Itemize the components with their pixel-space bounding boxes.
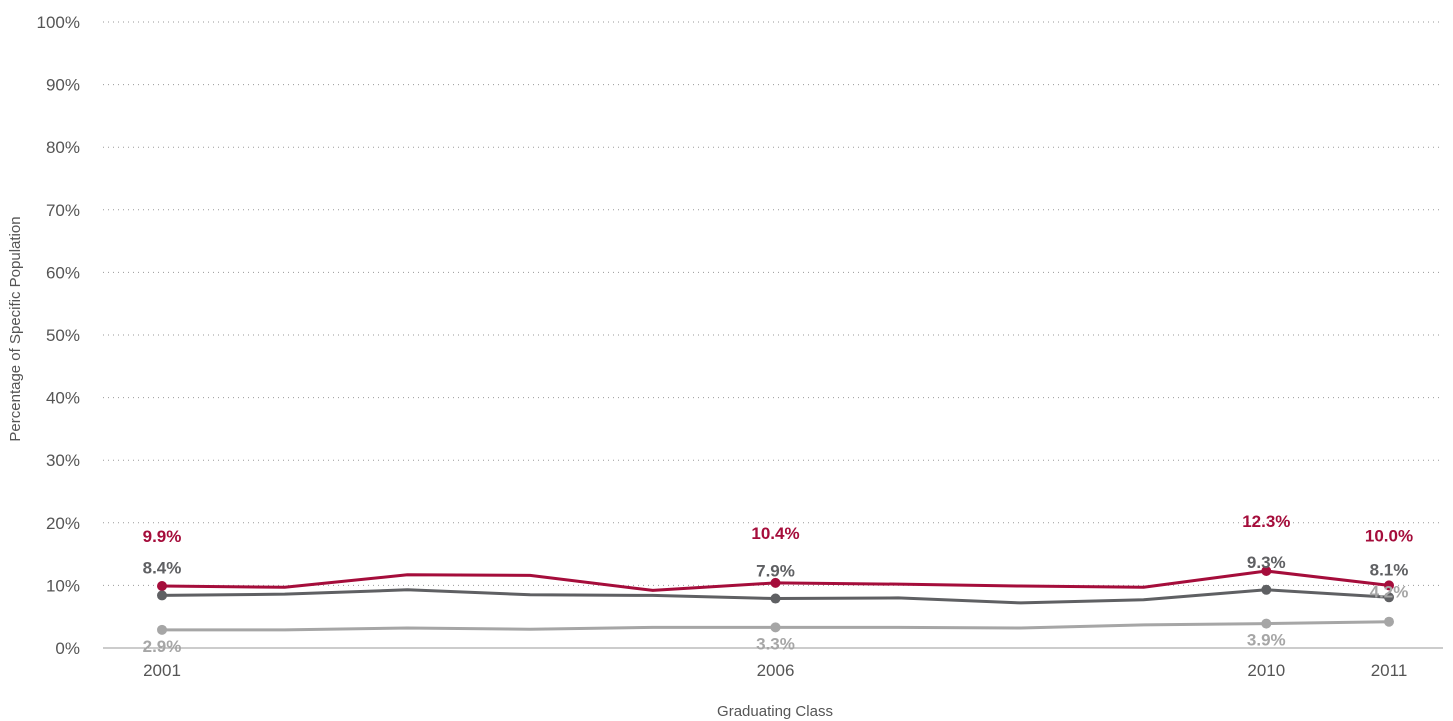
data-point bbox=[770, 577, 781, 588]
y-tick-label: 10% bbox=[46, 576, 80, 595]
data-point bbox=[1261, 618, 1272, 629]
data-label: 8.4% bbox=[143, 558, 182, 577]
data-label: 4.2% bbox=[1370, 583, 1409, 602]
gridlines bbox=[103, 21, 1443, 649]
data-label: 9.3% bbox=[1247, 553, 1286, 572]
data-point bbox=[1384, 580, 1394, 591]
data-point bbox=[1261, 566, 1272, 577]
series-lines bbox=[157, 566, 1394, 635]
x-axis-ticks: 2001 2006 2010 2011 bbox=[143, 661, 1407, 680]
y-tick-label: 100% bbox=[37, 13, 80, 32]
data-label: 2.9% bbox=[143, 637, 182, 656]
y-tick-label: 90% bbox=[46, 76, 80, 95]
y-tick-label: 70% bbox=[46, 201, 80, 220]
data-label: 9.9% bbox=[143, 527, 182, 546]
x-axis-title: Graduating Class bbox=[717, 703, 833, 720]
data-label: 3.9% bbox=[1247, 631, 1286, 650]
y-tick-label: 40% bbox=[46, 389, 80, 408]
data-label: 7.9% bbox=[756, 562, 795, 581]
data-point bbox=[770, 593, 781, 604]
data-point bbox=[770, 622, 781, 633]
data-label: 8.1% bbox=[1370, 560, 1409, 579]
data-label: 10.4% bbox=[751, 524, 799, 543]
data-labels: 9.9% 10.4% 12.3% 10.0% 8.4% 7.9% 9.3% 8.1% 2.9% 3… bbox=[143, 512, 1413, 656]
y-axis-ticks: 0% 10% 20% 30% 40% 50% 60% 70% 80% 90% 100% bbox=[37, 13, 80, 658]
data-point bbox=[1384, 616, 1394, 627]
y-tick-label: 80% bbox=[46, 138, 80, 157]
data-point bbox=[1261, 584, 1272, 595]
data-point bbox=[157, 590, 167, 601]
x-tick-label: 2011 bbox=[1371, 661, 1408, 680]
y-tick-label: 0% bbox=[55, 639, 80, 658]
y-axis-title: Percentage of Specific Population bbox=[7, 216, 24, 441]
y-tick-label: 50% bbox=[46, 326, 80, 345]
data-label: 3.3% bbox=[756, 634, 795, 653]
data-point bbox=[157, 581, 167, 592]
data-point bbox=[1384, 592, 1394, 603]
x-tick-label: 2006 bbox=[757, 661, 795, 680]
x-tick-label: 2001 bbox=[143, 661, 181, 680]
data-label: 12.3% bbox=[1242, 512, 1290, 531]
data-label: 10.0% bbox=[1365, 526, 1413, 545]
data-point bbox=[157, 624, 167, 635]
y-tick-label: 20% bbox=[46, 514, 80, 533]
x-tick-label: 2010 bbox=[1247, 661, 1285, 680]
y-tick-label: 60% bbox=[46, 263, 80, 282]
y-tick-label: 30% bbox=[46, 451, 80, 470]
